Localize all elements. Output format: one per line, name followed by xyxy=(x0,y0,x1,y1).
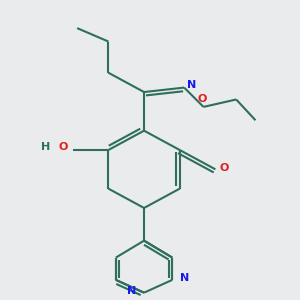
Text: H: H xyxy=(41,142,50,152)
Text: O: O xyxy=(220,163,229,173)
Text: O: O xyxy=(197,94,207,104)
Text: N: N xyxy=(187,80,196,90)
Text: N: N xyxy=(128,286,136,296)
Text: O: O xyxy=(59,142,68,152)
Text: N: N xyxy=(180,273,189,284)
